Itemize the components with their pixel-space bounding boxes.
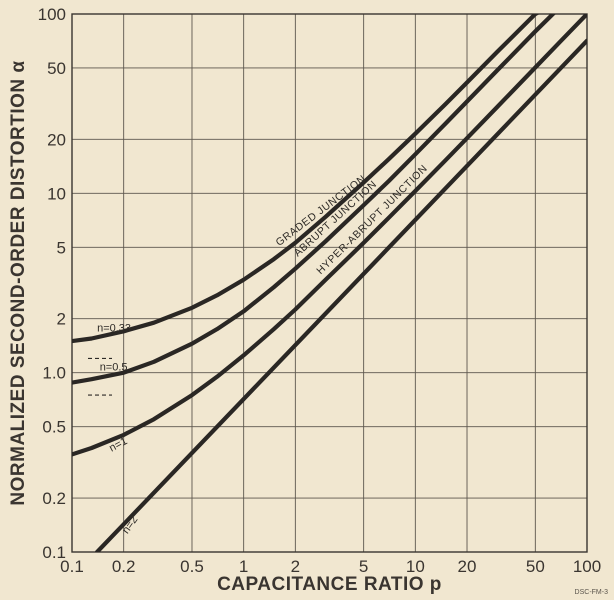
x-tick-label: 2 bbox=[291, 557, 300, 576]
plot-frame bbox=[71, 13, 588, 553]
x-tick-label: 10 bbox=[406, 557, 425, 576]
x-tick-label: 0.5 bbox=[180, 557, 204, 576]
y-tick-label: 50 bbox=[47, 59, 66, 78]
y-tick-label: 0.2 bbox=[42, 489, 66, 508]
x-tick-label: 1 bbox=[239, 557, 248, 576]
series-line bbox=[72, 14, 540, 344]
figure-code: DSC-FM-3 bbox=[575, 589, 609, 596]
y-tick-label: 0.1 bbox=[42, 543, 66, 562]
y-axis-label: NORMALIZED SECOND-ORDER DISTORTION α bbox=[8, 60, 29, 505]
x-tick-label: 100 bbox=[573, 557, 601, 576]
series-line bbox=[95, 38, 587, 552]
x-tick-label: 5 bbox=[359, 557, 368, 576]
y-tick-label: 20 bbox=[47, 130, 66, 149]
x-tick-label: 0.1 bbox=[60, 557, 84, 576]
x-tick-label: 20 bbox=[458, 557, 477, 576]
n-value-label: n=0.33 bbox=[97, 322, 131, 334]
x-axis-label: CAPACITANCE RATIO p bbox=[217, 574, 442, 595]
y-tick-label: 10 bbox=[47, 184, 66, 203]
y-tick-label: 5 bbox=[57, 238, 66, 257]
x-tick-label: 50 bbox=[526, 557, 545, 576]
reference-dashes bbox=[88, 357, 112, 396]
x-tick-label: 0.2 bbox=[112, 557, 136, 576]
y-tick-labels: 0.1 0.2 0.5 1.0 2 5 10 20 50 100 bbox=[38, 5, 66, 562]
x-tick-labels: 0.1 0.2 0.5 1 2 5 10 20 50 100 bbox=[60, 557, 601, 576]
curves bbox=[72, 14, 587, 552]
n-value-label: n=0.5 bbox=[100, 362, 128, 374]
series-line bbox=[72, 14, 556, 385]
y-tick-label: 100 bbox=[38, 5, 66, 24]
y-tick-label: 1.0 bbox=[42, 364, 66, 383]
n-value-label: n=2 bbox=[120, 514, 141, 536]
series-line bbox=[72, 14, 587, 457]
y-tick-label: 0.5 bbox=[42, 418, 66, 437]
y-tick-label: 2 bbox=[57, 310, 66, 329]
